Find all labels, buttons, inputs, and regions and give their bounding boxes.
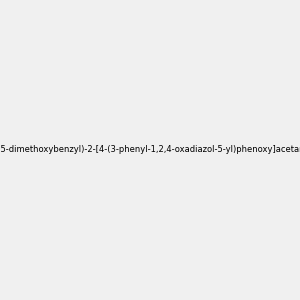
Text: N-(2,5-dimethoxybenzyl)-2-[4-(3-phenyl-1,2,4-oxadiazol-5-yl)phenoxy]acetamide: N-(2,5-dimethoxybenzyl)-2-[4-(3-phenyl-1… (0, 146, 300, 154)
